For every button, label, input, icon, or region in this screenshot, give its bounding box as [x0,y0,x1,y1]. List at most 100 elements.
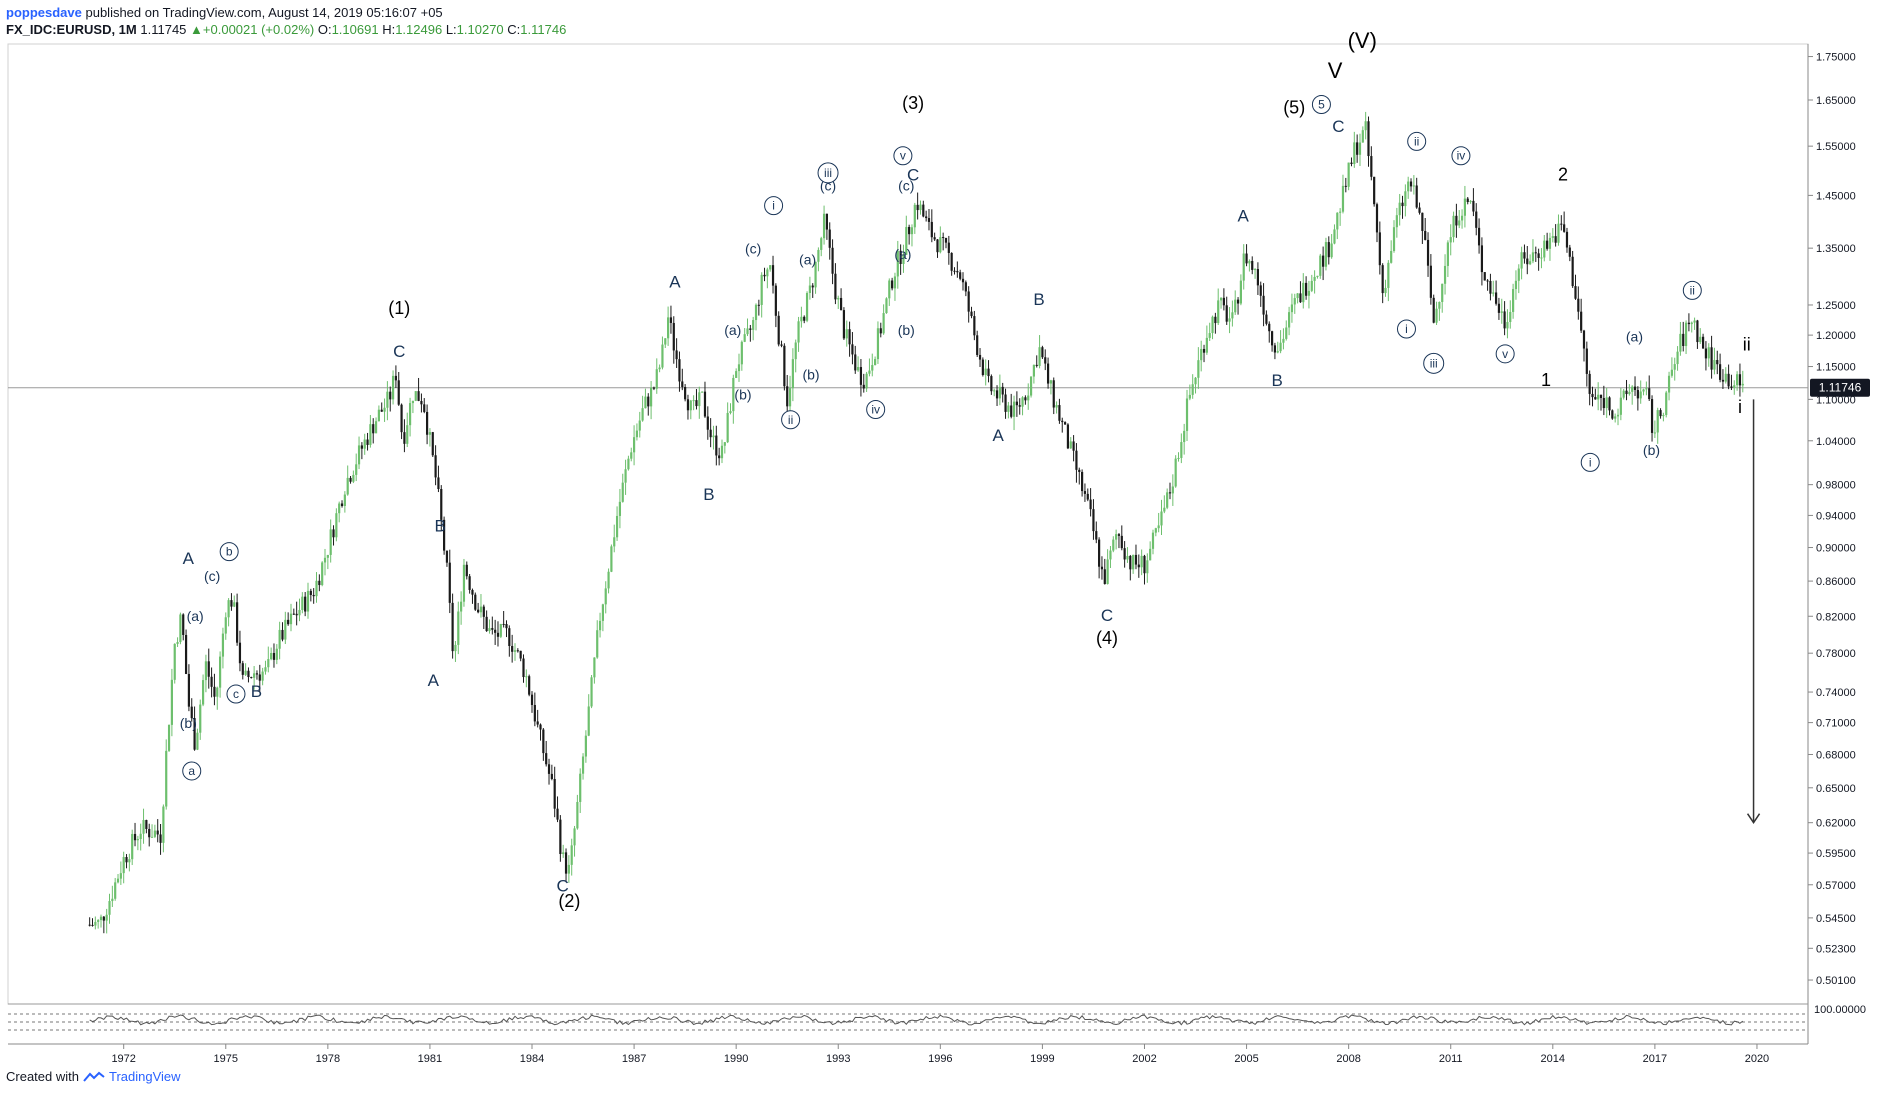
label-circle [893,146,913,166]
candle-body [485,616,488,632]
candle-body [803,316,806,321]
candle [1316,275,1319,279]
close-label: C: [507,22,521,37]
candle-body [1673,364,1676,370]
wave-label: (b) [180,715,197,731]
candle-body [1713,359,1716,370]
candle-body [136,839,139,841]
candle-body [573,828,576,846]
candle [1446,240,1449,277]
candle [1200,340,1203,372]
candle [1435,301,1438,325]
candle-body [732,377,735,412]
label-text: 5 [1318,97,1325,111]
candle [584,730,587,763]
candle [167,724,171,752]
candle-body [255,673,259,675]
candle [437,465,440,493]
arrow-head [1746,813,1761,825]
candle [942,232,945,251]
candle-body [258,674,261,681]
candle-body [522,658,525,678]
candle-body [908,226,911,235]
candle [1219,297,1223,309]
candle-body [1163,507,1166,512]
candle-body [726,412,729,443]
candle [1551,228,1554,243]
candle [304,591,307,617]
candle [953,267,956,275]
candle [718,447,721,466]
candle [1092,499,1095,540]
candle [939,226,942,254]
candle-body [1092,509,1095,532]
candle [760,272,763,318]
candle [88,917,91,927]
candle-body [1412,185,1415,187]
candle [1667,371,1671,401]
candle [1157,512,1160,533]
circled-wave-label: 5 [1311,94,1331,114]
candle [1741,370,1744,393]
candle [440,485,443,531]
candle-body [1588,373,1591,394]
candle [973,310,976,341]
candle [394,365,398,388]
candle-body [1565,231,1569,248]
candle [1582,329,1586,362]
candle [465,561,468,580]
candle [678,351,681,392]
candle-body [1081,471,1084,492]
candle [292,608,295,615]
candle [468,573,471,594]
x-tick-label: 1993 [826,1053,850,1065]
tradingview-brand[interactable]: TradingView [108,1069,181,1084]
candle-body [468,576,471,590]
candle-body [581,756,585,774]
candle [1449,224,1452,256]
candle [448,549,451,614]
candle [1616,408,1620,426]
candle [281,622,284,642]
candle [865,371,868,392]
candle [627,455,630,471]
candle [1619,387,1622,421]
candle [567,855,570,883]
candle-body [1296,293,1299,299]
candle-body [1483,272,1486,281]
author-name[interactable]: poppesdave [6,5,82,20]
candle [1149,541,1152,561]
x-tick-label: 1978 [316,1053,340,1065]
candle-body [658,367,661,370]
candle-body [1531,252,1535,262]
candle [581,753,585,780]
candle-body [227,600,230,618]
candle-body [1058,405,1061,421]
candle-body [896,250,899,277]
candle-body [774,285,777,316]
candle-body [1469,200,1472,203]
candle [1007,401,1010,419]
candle-body [601,604,604,621]
candle-body [1285,327,1288,339]
candle [1503,301,1506,336]
candle [1653,420,1656,438]
candle-body [644,396,647,409]
y-tick-label: 0.54500 [1816,913,1856,925]
candle [1492,280,1495,297]
candle [1336,212,1339,240]
candle [1356,134,1359,163]
candle [1418,202,1421,215]
candle-body [1585,348,1588,374]
candle-body [746,328,749,335]
y-tick-label: 0.86000 [1816,576,1856,588]
last-price-badge: 1.11746 [1810,378,1870,397]
candle [788,375,792,415]
candle-body [953,270,956,272]
wave-label: A [992,426,1004,445]
wave-label: (a) [894,246,911,262]
candle-body [564,852,568,874]
y-tick-label: 0.98000 [1816,480,1856,492]
footer: Created with TradingView [6,1069,181,1084]
